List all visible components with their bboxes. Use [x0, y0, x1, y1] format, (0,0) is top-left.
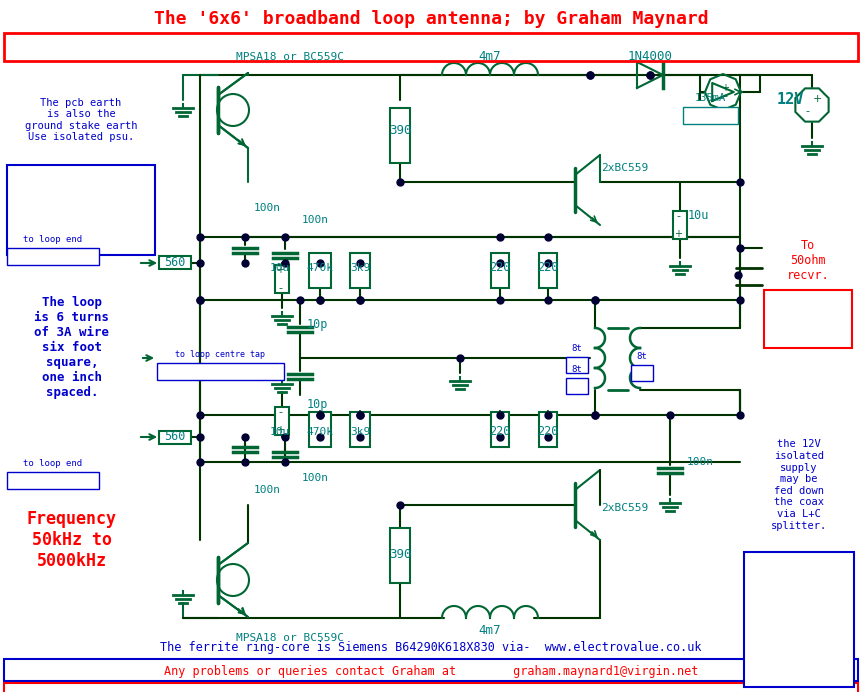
Text: 560: 560	[164, 257, 185, 269]
Bar	[491, 412, 508, 446]
Text: 220: 220	[536, 426, 558, 439]
Text: 10p: 10p	[306, 318, 327, 331]
Text: 3k9: 3k9	[350, 263, 369, 273]
Bar	[308, 253, 331, 289]
Text: the 12V
isolated
supply
may be
fed down
the coax
via L+C
splitter.: the 12V isolated supply may be fed down …	[770, 439, 827, 531]
Text: to loop centre tap: to loop centre tap	[175, 351, 264, 360]
Text: 470k: 470k	[307, 263, 333, 273]
Text: 12V: 12V	[776, 93, 802, 107]
Text: 2xBC559: 2xBC559	[601, 163, 647, 173]
Text: 10u: 10u	[686, 210, 708, 223]
Text: to loop end: to loop end	[23, 235, 83, 244]
Text: 100n: 100n	[253, 485, 280, 495]
Bar	[308, 412, 331, 446]
Text: The ferrite ring-core is Siemens B64290K618X830 via-  www.electrovalue.co.uk: The ferrite ring-core is Siemens B64290K…	[160, 641, 701, 655]
Text: 100n: 100n	[301, 473, 328, 483]
Text: +: +	[276, 425, 283, 435]
Text: 470k: 470k	[307, 427, 333, 437]
Text: -: -	[278, 283, 282, 293]
Text: 1N4000: 1N4000	[627, 51, 672, 64]
Text: +: +	[720, 84, 728, 93]
Text: -: -	[804, 106, 808, 116]
Text: Frequency
50kHz to
5000kHz: Frequency 50kHz to 5000kHz	[27, 510, 117, 570]
Bar	[350, 253, 369, 289]
Text: Any problems or queries contact Graham at        graham.maynard1@virgin.net: Any problems or queries contact Graham a…	[164, 666, 697, 678]
Text: The loop
is 6 turns
of 3A wire
six foot
square,
one inch
spaced.: The loop is 6 turns of 3A wire six foot …	[34, 296, 109, 399]
Bar	[7, 472, 99, 489]
Text: 10p: 10p	[306, 399, 327, 412]
Bar	[566, 357, 587, 373]
Text: To
50ohm
recvr.: To 50ohm recvr.	[786, 239, 828, 282]
Text: 4m7: 4m7	[478, 51, 500, 64]
Bar	[672, 211, 686, 239]
Text: -: -	[722, 91, 726, 100]
Text: MPSA18 or BC559C: MPSA18 or BC559C	[236, 52, 344, 62]
Text: 8t: 8t	[636, 352, 647, 361]
Bar	[275, 265, 288, 293]
Text: 4m7: 4m7	[478, 623, 500, 637]
Text: +: +	[673, 229, 681, 239]
Text: 2xBC559: 2xBC559	[601, 503, 647, 513]
Text: 390: 390	[388, 549, 411, 561]
Bar	[682, 107, 737, 124]
Text: +: +	[276, 265, 283, 275]
Text: MPSA18 or BC559C: MPSA18 or BC559C	[236, 633, 344, 643]
Text: 10u: 10u	[269, 263, 290, 273]
Bar	[763, 290, 851, 348]
Text: 8t: 8t	[571, 365, 582, 374]
Text: 220: 220	[489, 426, 510, 439]
Circle shape	[217, 564, 249, 596]
Polygon shape	[795, 89, 827, 122]
Bar	[4, 33, 857, 61]
Bar	[4, 683, 857, 692]
Text: 390: 390	[388, 123, 411, 136]
Text: to loop end: to loop end	[23, 459, 83, 468]
Bar	[158, 430, 191, 444]
Text: 560: 560	[164, 430, 185, 444]
Bar	[538, 412, 556, 446]
Text: -: -	[278, 407, 282, 417]
Text: 135mA: 135mA	[694, 93, 725, 103]
Bar	[158, 257, 191, 269]
Bar	[630, 365, 653, 381]
Bar	[389, 107, 410, 163]
Text: 220: 220	[536, 262, 558, 275]
Text: 100n: 100n	[253, 203, 280, 213]
Circle shape	[217, 94, 249, 126]
Text: -: -	[675, 211, 679, 221]
Text: The '6x6' broadband loop antenna; by Graham Maynard: The '6x6' broadband loop antenna; by Gra…	[153, 10, 708, 28]
Bar	[157, 363, 283, 380]
Text: +: +	[811, 94, 821, 104]
Bar	[7, 248, 99, 265]
Text: 3k9: 3k9	[350, 427, 369, 437]
Bar	[538, 253, 556, 289]
Bar	[491, 253, 508, 289]
Text: 10u: 10u	[269, 427, 290, 437]
Bar	[566, 378, 587, 394]
Text: 8t: 8t	[571, 345, 582, 354]
Bar	[350, 412, 369, 446]
Bar	[4, 659, 857, 681]
Bar	[7, 165, 155, 255]
Text: 100n: 100n	[685, 457, 713, 467]
Text: 100n: 100n	[301, 215, 328, 225]
Text: 220: 220	[489, 262, 510, 275]
Bar	[743, 552, 853, 687]
Bar	[275, 407, 288, 435]
Text: The pcb earth
is also the
ground stake earth
Use isolated psu.: The pcb earth is also the ground stake e…	[25, 98, 137, 143]
Bar	[389, 527, 410, 583]
